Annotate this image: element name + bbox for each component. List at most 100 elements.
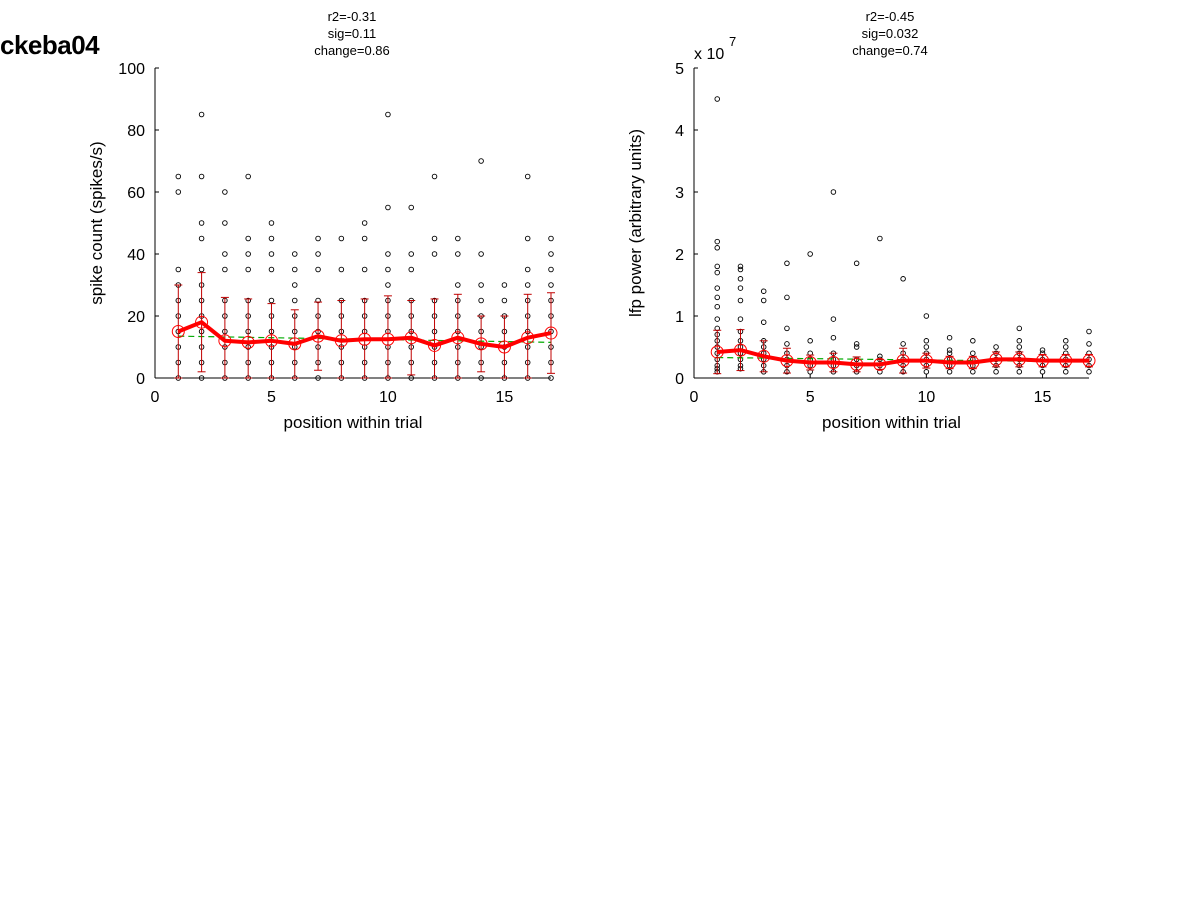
data-point bbox=[946, 334, 953, 341]
stat-label: r2=-0.45 bbox=[866, 9, 915, 24]
data-point bbox=[993, 369, 999, 375]
data-point bbox=[1063, 344, 1069, 350]
data-point bbox=[292, 251, 298, 257]
data-point bbox=[1016, 369, 1023, 375]
mean-marker bbox=[1059, 354, 1073, 368]
data-point bbox=[1016, 325, 1023, 332]
data-point bbox=[408, 266, 414, 273]
data-point bbox=[524, 173, 531, 180]
data-point bbox=[853, 260, 860, 267]
exponent-power: 7 bbox=[729, 34, 736, 49]
data-point bbox=[175, 173, 182, 180]
data-point bbox=[760, 288, 767, 294]
mean-marker bbox=[451, 331, 465, 345]
data-point bbox=[714, 316, 720, 322]
data-point bbox=[1086, 369, 1092, 375]
mean-marker bbox=[919, 354, 933, 368]
data-point bbox=[361, 266, 368, 273]
mean-marker bbox=[873, 357, 887, 371]
mean-marker bbox=[428, 338, 442, 352]
y-tick-label: 0 bbox=[675, 371, 684, 388]
mean-marker bbox=[989, 352, 1003, 366]
mean-marker bbox=[381, 332, 395, 346]
data-point bbox=[408, 251, 414, 257]
x-tick-label: 5 bbox=[267, 389, 276, 406]
stat-label: r2=-0.31 bbox=[328, 9, 377, 24]
data-point bbox=[714, 96, 720, 102]
data-point bbox=[970, 350, 976, 356]
data-point bbox=[198, 235, 205, 242]
mean-marker bbox=[497, 340, 511, 354]
data-point bbox=[478, 297, 484, 304]
data-point bbox=[714, 303, 720, 310]
data-point bbox=[760, 297, 767, 304]
data-point bbox=[784, 260, 790, 267]
mean-marker bbox=[710, 345, 724, 359]
data-point bbox=[524, 282, 531, 288]
data-point bbox=[900, 341, 906, 347]
mean-marker bbox=[943, 356, 957, 369]
data-point bbox=[268, 220, 275, 226]
data-point bbox=[501, 297, 508, 304]
mean-marker bbox=[966, 356, 980, 369]
data-point bbox=[315, 251, 321, 257]
data-point bbox=[923, 369, 930, 375]
chart-panel-1: r2=-0.31 sig=0.11 change=0.86 0 5 10 15 0 20 40 60… bbox=[87, 9, 558, 432]
mean-marker bbox=[757, 349, 771, 363]
y-tick-label: 3 bbox=[675, 185, 684, 202]
data-point bbox=[222, 220, 228, 226]
data-point bbox=[524, 235, 531, 242]
data-point bbox=[431, 235, 438, 242]
data-point bbox=[315, 266, 321, 273]
data-point bbox=[431, 251, 438, 257]
data-point bbox=[385, 204, 391, 211]
data-point bbox=[222, 251, 228, 257]
data-point bbox=[1063, 369, 1069, 375]
data-point bbox=[830, 189, 837, 195]
x-tick-label: 0 bbox=[151, 389, 160, 406]
data-point bbox=[1039, 347, 1046, 353]
data-point bbox=[478, 375, 484, 381]
data-point bbox=[385, 266, 391, 273]
data-point bbox=[292, 266, 298, 273]
data-point bbox=[338, 235, 345, 242]
data-point bbox=[524, 266, 531, 273]
mean-line bbox=[717, 348, 1089, 367]
x-tick-label: 15 bbox=[496, 389, 514, 406]
data-point bbox=[784, 341, 790, 347]
data-point bbox=[970, 369, 976, 375]
y-tick-label: 5 bbox=[675, 61, 684, 78]
data-point bbox=[970, 338, 976, 344]
data-point bbox=[1086, 328, 1092, 335]
data-point bbox=[737, 263, 744, 270]
data-point bbox=[292, 282, 298, 288]
data-point bbox=[923, 344, 930, 350]
data-point bbox=[784, 325, 790, 332]
data-point bbox=[1063, 338, 1069, 344]
data-point bbox=[245, 266, 251, 273]
x-axis-label: position within trial bbox=[822, 413, 961, 432]
y-axis-label: spike count (spikes/s) bbox=[87, 141, 106, 304]
data-point bbox=[198, 220, 205, 226]
data-point bbox=[222, 266, 228, 273]
data-point bbox=[245, 251, 251, 257]
data-point bbox=[408, 375, 414, 381]
data-point bbox=[737, 285, 744, 291]
data-point bbox=[1039, 369, 1046, 375]
data-point bbox=[714, 294, 720, 301]
data-point bbox=[385, 282, 391, 288]
data-point bbox=[714, 245, 720, 251]
data-point bbox=[198, 266, 205, 273]
data-point bbox=[737, 266, 744, 273]
y-tick-label: 2 bbox=[675, 247, 684, 264]
data-point bbox=[268, 266, 275, 273]
mean-marker bbox=[241, 335, 255, 349]
mean-marker bbox=[218, 334, 232, 348]
x-tick-label: 0 bbox=[690, 389, 699, 406]
y-tick-label: 60 bbox=[127, 185, 145, 202]
fit-line bbox=[178, 335, 552, 343]
data-point bbox=[268, 235, 275, 242]
data-point bbox=[268, 297, 275, 304]
data-point bbox=[385, 111, 391, 118]
mean-marker bbox=[896, 354, 910, 368]
